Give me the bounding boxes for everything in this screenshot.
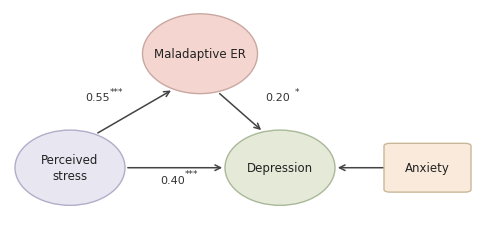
- Text: 0.55: 0.55: [85, 93, 110, 103]
- Text: ***: ***: [184, 169, 198, 178]
- Ellipse shape: [142, 15, 258, 94]
- Text: Anxiety: Anxiety: [405, 161, 450, 175]
- Text: Maladaptive ER: Maladaptive ER: [154, 48, 246, 61]
- Text: 0.40: 0.40: [160, 175, 185, 185]
- Text: 0.20: 0.20: [265, 93, 290, 103]
- Text: *: *: [294, 87, 299, 96]
- Text: ***: ***: [110, 87, 123, 96]
- Ellipse shape: [225, 131, 335, 205]
- Text: Perceived
stress: Perceived stress: [42, 153, 98, 183]
- Text: Depression: Depression: [247, 161, 313, 175]
- FancyBboxPatch shape: [384, 144, 471, 192]
- Ellipse shape: [15, 131, 125, 205]
